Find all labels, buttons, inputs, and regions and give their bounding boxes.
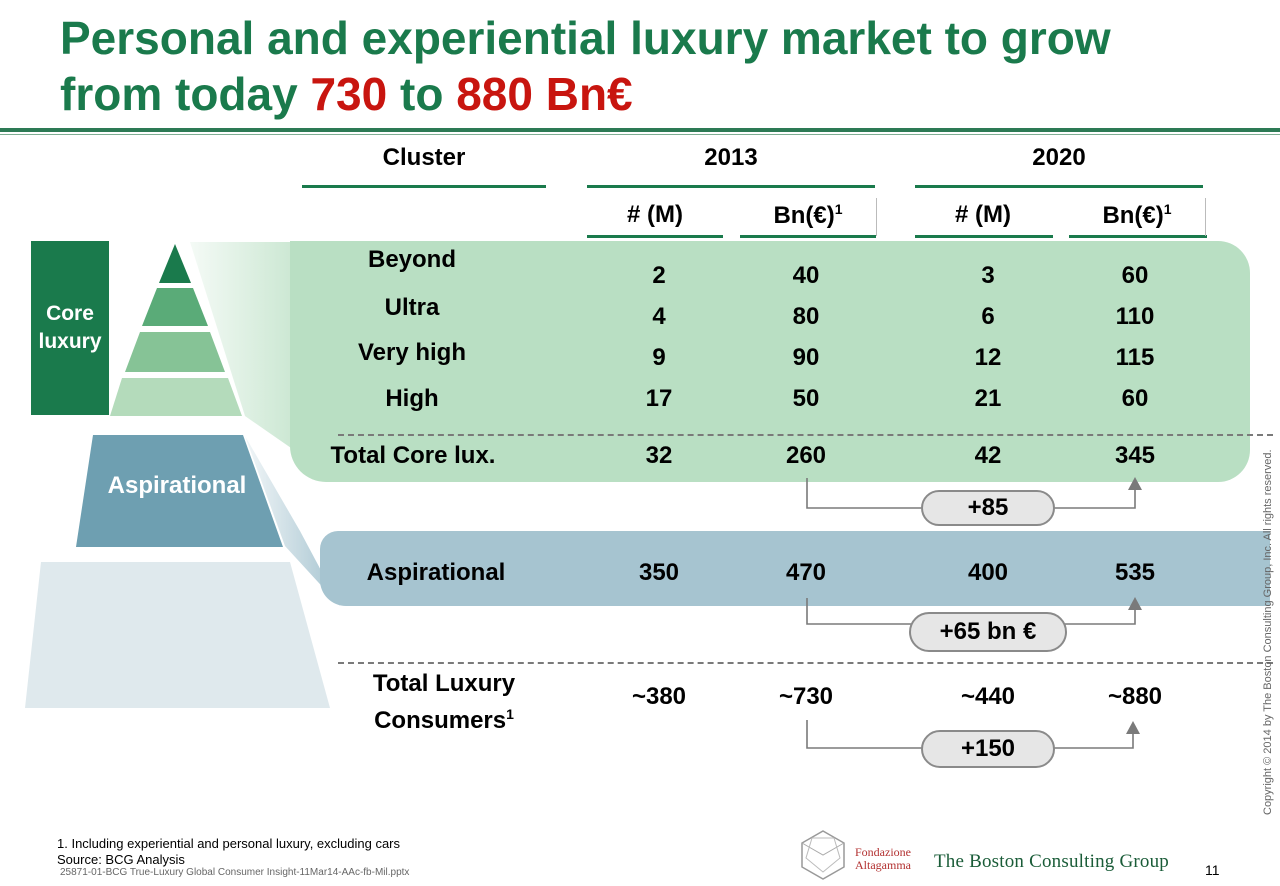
page-title: Personal and experiential luxury market … — [60, 10, 1240, 122]
aspirational-bn-2013: 470 — [785, 559, 827, 586]
cell-count-2020: 3 — [981, 262, 995, 289]
total-count-2020: ~440 — [960, 683, 1016, 710]
aspirational-band — [320, 531, 1270, 606]
row-label-very-high: Very high — [357, 339, 467, 366]
subheader-bn-2013: Bn(€)1 — [773, 201, 843, 229]
aspirational-count-2020: 400 — [967, 559, 1009, 586]
core-growth-badge: +85 — [921, 490, 1055, 526]
subheader-count-2013: # (M) — [627, 201, 683, 228]
aspirational-side-label: Aspirational — [107, 472, 247, 499]
title-connector: to — [387, 68, 457, 120]
copyright-notice: Copyright © 2014 by The Boston Consultin… — [1262, 449, 1274, 815]
cell-count-2020: 21 — [974, 385, 1002, 412]
footnote: 1. Including experiential and personal l… — [57, 836, 401, 851]
total-growth-badge: +150 — [921, 730, 1055, 768]
total-luxury-label: Total Luxury Consumers1 — [372, 670, 516, 734]
subheader-underline — [915, 235, 1053, 238]
subheader-separator — [1205, 198, 1206, 236]
pyramid-tier-very-high — [125, 332, 225, 372]
aspirational-bn-2020: 535 — [1114, 559, 1156, 586]
pyramid-tier-ultra — [142, 288, 208, 326]
header-cluster-underline — [302, 185, 546, 188]
cell-bn-2013: 40 — [792, 262, 820, 289]
subheader-underline — [740, 235, 876, 238]
core-total-divider — [338, 434, 1273, 436]
cell-count-2013: 4 — [652, 303, 666, 330]
cell-bn-2020: 60 — [1121, 262, 1149, 289]
bcg-logo-text: The Boston Consulting Group — [934, 851, 1169, 872]
subheader-underline — [587, 235, 723, 238]
pyramid-tier-beyond — [159, 244, 191, 283]
total-core-bn-2020: 345 — [1114, 442, 1156, 469]
total-divider — [338, 662, 1273, 664]
header-cluster: Cluster — [382, 144, 466, 171]
total-bn-2013: ~730 — [778, 683, 834, 710]
cell-count-2020: 12 — [974, 344, 1002, 371]
cell-bn-2020: 115 — [1115, 344, 1155, 371]
title-value-from: 730 — [310, 68, 388, 120]
cell-bn-2013: 80 — [792, 303, 820, 330]
altagamma-logo-icon — [801, 830, 845, 880]
total-bn-2020: ~880 — [1107, 683, 1163, 710]
aspirational-row-label: Aspirational — [366, 559, 506, 586]
header-year-2013: 2013 — [704, 144, 758, 171]
cell-bn-2013: 90 — [792, 344, 820, 371]
file-reference: 25871-01-BCG True-Luxury Global Consumer… — [60, 867, 410, 878]
row-label-high: High — [385, 385, 439, 412]
total-core-bn-2013: 260 — [785, 442, 827, 469]
total-count-2013: ~380 — [631, 683, 687, 710]
pyramid-tier-high — [110, 378, 242, 416]
title-prefix: from today — [60, 68, 311, 120]
total-core-label: Total Core lux. — [330, 442, 496, 469]
source-note: Source: BCG Analysis — [57, 852, 185, 867]
arrow-head-icon — [1128, 477, 1142, 490]
subheader-separator — [876, 198, 877, 236]
aspirational-projection-fan — [245, 436, 340, 606]
cell-count-2013: 17 — [645, 385, 673, 412]
total-core-count-2020: 42 — [974, 442, 1002, 469]
row-label-beyond: Beyond — [367, 246, 456, 273]
page-number: 11 — [1205, 862, 1220, 878]
arrow-head-icon — [1126, 721, 1140, 734]
title-divider-thin — [0, 134, 1280, 135]
cell-bn-2020: 60 — [1121, 385, 1149, 412]
partner-name: Fondazione Altagamma — [855, 845, 911, 872]
core-luxury-band — [290, 241, 1250, 482]
header-year-2020: 2020 — [1032, 144, 1086, 171]
header-2020-underline — [915, 185, 1203, 188]
core-luxury-label: Core luxury — [31, 241, 109, 415]
subheader-underline — [1069, 235, 1207, 238]
pyramid-tier-base — [25, 562, 330, 708]
title-line-2: from today 730 to 880 Bn€ — [60, 66, 1240, 122]
header-2013-underline — [587, 185, 875, 188]
subheader-count-2020: # (M) — [955, 201, 1011, 228]
total-core-count-2013: 32 — [645, 442, 673, 469]
cell-bn-2020: 110 — [1115, 303, 1155, 330]
aspirational-count-2013: 350 — [638, 559, 680, 586]
title-line-1: Personal and experiential luxury market … — [60, 12, 1111, 64]
cell-count-2013: 9 — [652, 344, 666, 371]
title-divider — [0, 128, 1280, 132]
cell-count-2020: 6 — [981, 303, 995, 330]
title-value-to: 880 Bn€ — [456, 68, 633, 120]
row-label-ultra: Ultra — [384, 294, 440, 321]
arrow-head-icon — [1128, 597, 1142, 610]
cell-bn-2013: 50 — [792, 385, 820, 412]
subheader-bn-2020: Bn(€)1 — [1102, 201, 1172, 229]
cell-count-2013: 2 — [652, 262, 666, 289]
aspirational-growth-badge: +65 bn € — [909, 612, 1067, 652]
pyramid-tier-aspirational — [76, 435, 283, 547]
